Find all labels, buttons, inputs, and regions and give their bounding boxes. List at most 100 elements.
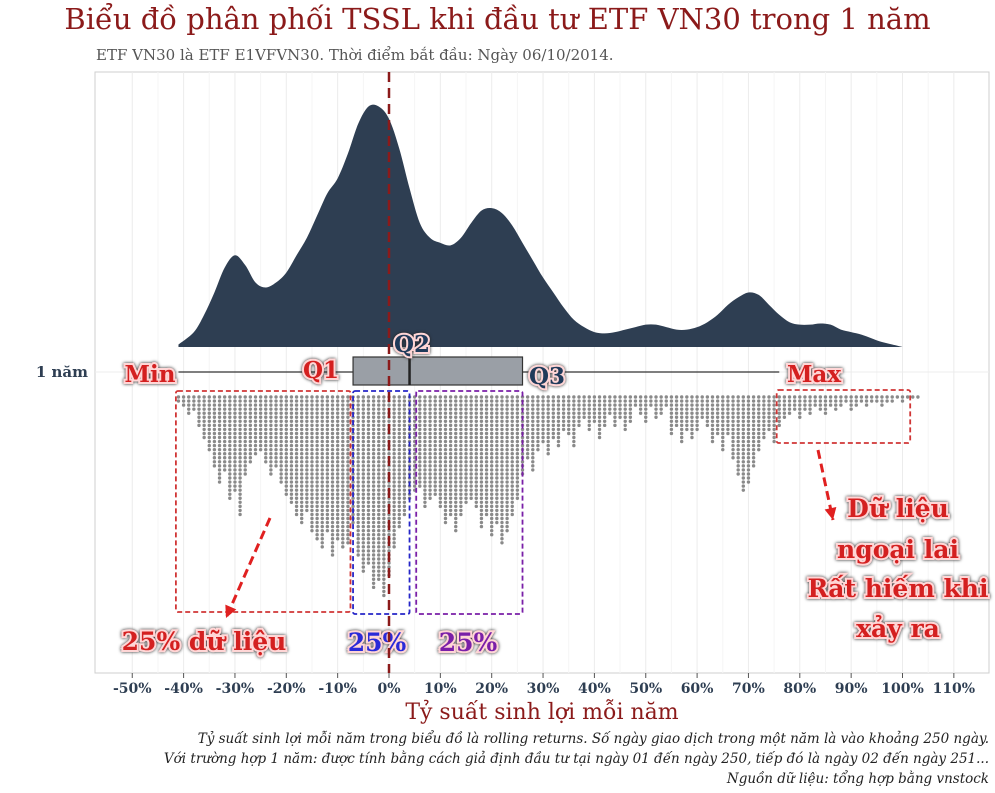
data-dot — [356, 399, 360, 403]
data-dot — [346, 468, 350, 472]
data-dot — [248, 460, 253, 464]
data-dot — [402, 427, 407, 432]
data-dot — [751, 407, 756, 411]
data-dot — [228, 419, 232, 423]
data-dot — [808, 403, 812, 407]
data-dot — [469, 476, 473, 480]
data-dot — [341, 468, 345, 472]
data-dot — [418, 468, 422, 472]
data-dot — [366, 460, 371, 464]
data-dot — [633, 403, 638, 407]
data-dot — [335, 435, 340, 440]
data-dot — [438, 468, 443, 472]
data-dot — [669, 395, 674, 399]
data-dot — [392, 419, 396, 423]
data-dot — [602, 419, 607, 423]
data-dot — [228, 395, 232, 399]
data-dot — [592, 399, 597, 403]
data-dot — [330, 520, 335, 525]
data-dot — [397, 395, 401, 399]
data-dot — [587, 419, 591, 423]
data-dot — [490, 500, 494, 504]
data-dot — [320, 395, 324, 399]
data-dot — [823, 399, 828, 403]
data-dot — [885, 395, 889, 399]
data-dot — [351, 439, 355, 444]
data-dot — [330, 528, 335, 533]
data-dot — [279, 472, 283, 476]
data-dot — [284, 419, 288, 423]
data-dot — [402, 508, 407, 513]
data-dot — [238, 439, 242, 444]
data-dot — [382, 399, 386, 403]
data-dot — [315, 524, 319, 529]
data-dot — [546, 395, 550, 399]
data-dot — [371, 553, 376, 557]
data-dot — [531, 464, 535, 468]
data-dot — [490, 528, 494, 533]
data-dot — [757, 443, 761, 448]
data-dot — [325, 492, 330, 496]
data-dot — [212, 456, 217, 460]
data-dot — [443, 419, 448, 423]
data-dot — [192, 399, 196, 403]
data-dot — [448, 403, 453, 407]
data-dot — [284, 456, 288, 460]
data-dot — [335, 407, 340, 411]
data-dot — [741, 411, 746, 415]
data-dot — [746, 447, 751, 452]
data-dot — [423, 460, 427, 464]
data-dot — [294, 407, 299, 411]
caption-line-1: Tỷ suất sinh lợi mỗi năm trong biểu đồ l… — [197, 731, 989, 747]
data-dot — [510, 431, 514, 436]
data-dot — [787, 395, 792, 399]
data-dot — [217, 419, 222, 423]
data-dot — [351, 447, 355, 452]
data-dot — [387, 419, 391, 423]
data-dot — [490, 447, 494, 452]
data-dot — [510, 439, 514, 444]
data-dot — [377, 549, 381, 553]
data-dot — [382, 472, 386, 476]
data-dot — [448, 443, 453, 448]
data-dot — [418, 456, 422, 460]
data-dot — [654, 403, 658, 407]
data-dot — [305, 435, 309, 440]
data-dot — [361, 565, 366, 569]
data-dot — [613, 395, 617, 399]
data-dot — [325, 468, 330, 472]
data-dot — [366, 508, 371, 513]
category-label: 1 năm — [36, 363, 88, 381]
data-dot — [443, 520, 448, 525]
data-dot — [294, 443, 299, 448]
data-dot — [382, 411, 386, 415]
data-dot — [685, 419, 689, 423]
data-dot — [721, 395, 725, 399]
data-dot — [505, 447, 509, 452]
data-dot — [721, 403, 725, 407]
data-dot — [346, 484, 350, 488]
data-dot — [649, 403, 653, 407]
data-dot — [741, 476, 746, 480]
data-dot — [536, 403, 540, 407]
data-dot — [479, 431, 484, 436]
data-dot — [212, 427, 217, 432]
data-dot — [192, 395, 196, 399]
data-dot — [679, 399, 684, 403]
data-dot — [371, 484, 376, 488]
data-dot — [387, 452, 391, 456]
data-dot — [469, 431, 473, 436]
data-dot — [294, 496, 299, 500]
data-dot — [330, 460, 335, 464]
data-dot — [371, 431, 376, 436]
data-dot — [541, 395, 545, 399]
data-dot — [238, 415, 242, 419]
data-dot — [305, 411, 309, 415]
data-dot — [335, 460, 340, 464]
data-dot — [238, 427, 242, 432]
data-dot — [782, 403, 787, 407]
data-dot — [279, 427, 283, 432]
data-dot — [746, 399, 751, 403]
data-dot — [479, 419, 484, 423]
data-dot — [510, 403, 514, 407]
